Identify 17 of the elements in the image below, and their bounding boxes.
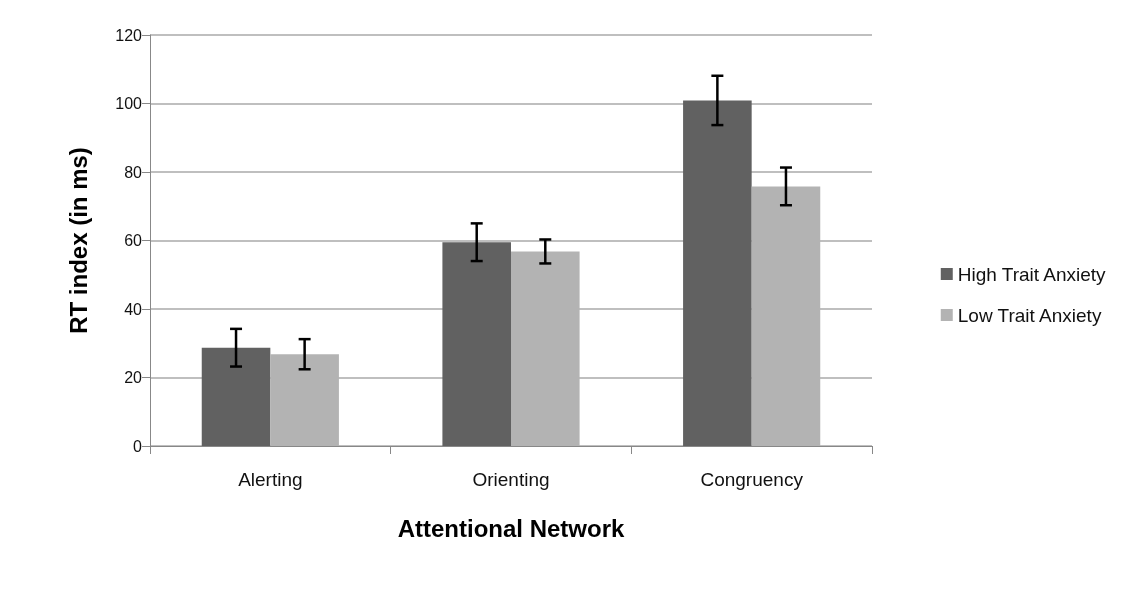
y-tick-label: 120 [115, 26, 143, 44]
x-tick-label: Orienting [472, 469, 550, 490]
x-axis-title: Attentional Network [397, 514, 625, 542]
y-axis-title: RT index (in ms) [64, 147, 92, 334]
y-tick-label: 40 [124, 300, 143, 318]
bar [442, 242, 511, 446]
y-tick-label: 20 [124, 369, 143, 386]
y-tick-label: 60 [124, 232, 143, 249]
y-tick-label: 100 [115, 95, 143, 112]
y-tick-label: 0 [133, 437, 143, 455]
legend-label: Low Trait Anxiety [957, 304, 1102, 326]
x-tick-label: Alerting [238, 469, 303, 490]
bar [201, 347, 271, 446]
y-tick-label: 80 [124, 163, 143, 181]
x-tick-label: Congruency [700, 469, 804, 490]
bar [683, 100, 752, 446]
legend-label: High Trait Anxiety [957, 263, 1107, 285]
